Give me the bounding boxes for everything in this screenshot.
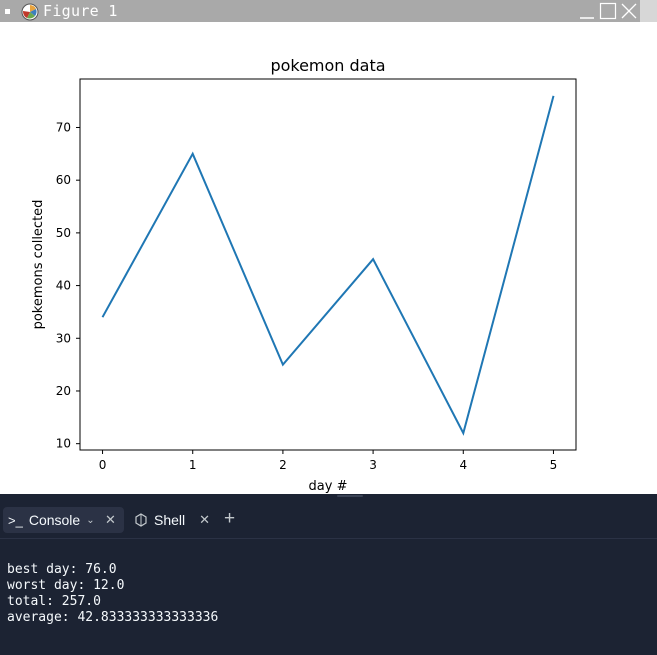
x-tick-label: 1 bbox=[189, 458, 197, 472]
close-console-tab-icon[interactable]: ✕ bbox=[105, 512, 116, 527]
x-tick-label: 5 bbox=[550, 458, 558, 472]
plot-frame bbox=[79, 78, 577, 451]
console-line: total: 257.0 bbox=[7, 594, 101, 609]
x-tick-label: 0 bbox=[99, 458, 107, 472]
x-tick-label: 4 bbox=[459, 458, 467, 472]
chevron-down-icon[interactable]: ⌄ bbox=[86, 514, 95, 526]
tab-shell[interactable]: Shell ✕ bbox=[130, 507, 210, 533]
tab-console[interactable]: >_ Console ⌄ bbox=[3, 507, 124, 533]
console-output[interactable]: best day: 76.0 worst day: 12.0 total: 257.… bbox=[0, 539, 657, 655]
window-titlebar[interactable]: Figure 1 bbox=[0, 0, 640, 22]
window-menu-icon[interactable] bbox=[5, 9, 10, 14]
y-axis-label: pokemons collected bbox=[31, 200, 46, 330]
series-line bbox=[101, 95, 555, 436]
window-title: Figure 1 bbox=[43, 2, 118, 20]
terminal-icon: >_ bbox=[8, 512, 23, 528]
tab-bar: >_ Console ⌄ ✕ Shell ✕ + bbox=[0, 500, 657, 539]
tab-shell-label: Shell bbox=[154, 512, 186, 528]
console-line: best day: 76.0 bbox=[7, 562, 117, 577]
y-tick-label: 10 bbox=[56, 437, 71, 451]
y-tick-label: 50 bbox=[56, 226, 71, 240]
close-shell-tab-icon[interactable]: ✕ bbox=[199, 512, 211, 527]
x-tick-label: 2 bbox=[279, 458, 287, 472]
maximize-icon[interactable] bbox=[599, 2, 617, 20]
close-window-icon[interactable] bbox=[620, 2, 638, 20]
y-tick-label: 60 bbox=[56, 173, 71, 187]
shell-icon bbox=[135, 513, 147, 527]
matplotlib-logo-icon bbox=[21, 3, 39, 21]
y-tick-label: 70 bbox=[56, 120, 71, 134]
y-tick-label: 40 bbox=[56, 279, 71, 293]
y-tick-label: 20 bbox=[56, 384, 71, 398]
tab-console-label: Console bbox=[28, 512, 81, 528]
chart-canvas: pokemon data 0 1 2 3 4 5 10 20 30 40 50 60 70 day # pok… bbox=[31, 56, 577, 494]
x-axis-label: day # bbox=[309, 479, 348, 494]
panel-resize-handle[interactable] bbox=[337, 495, 363, 497]
y-tick-label: 30 bbox=[56, 331, 71, 345]
console-line: average: 42.833333333333336 bbox=[7, 610, 219, 625]
window-edge bbox=[640, 0, 657, 494]
minimize-icon[interactable] bbox=[578, 2, 596, 20]
figure-window: Figure 1 pokemon data 0 1 2 3 4 5 10 20 30 40 50 60 7… bbox=[0, 0, 640, 494]
x-tick-label: 3 bbox=[369, 458, 377, 472]
console-line: worst day: 12.0 bbox=[7, 578, 125, 593]
add-tab-icon[interactable]: + bbox=[224, 508, 236, 529]
console-text: best day: 76.0 worst day: 12.0 total: 257.… bbox=[7, 562, 218, 626]
chart-title: pokemon data bbox=[270, 56, 385, 75]
